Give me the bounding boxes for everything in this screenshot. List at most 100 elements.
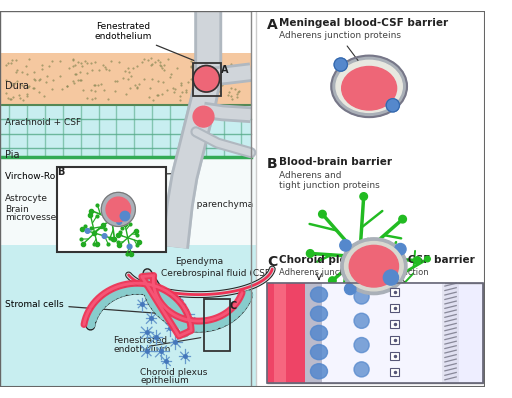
- Bar: [0, 246, 255, 387]
- Text: A: A: [221, 64, 228, 74]
- Text: Ependyma: Ependyma: [175, 257, 223, 266]
- Ellipse shape: [331, 56, 407, 117]
- Circle shape: [180, 328, 189, 337]
- Bar: [193, 63, 222, 96]
- Circle shape: [136, 286, 144, 294]
- Text: Dura: Dura: [5, 81, 29, 92]
- Circle shape: [399, 215, 407, 223]
- Circle shape: [180, 324, 188, 332]
- Bar: [390, 352, 399, 360]
- Bar: [390, 288, 399, 296]
- Text: Brain parenchyma: Brain parenchyma: [170, 200, 253, 209]
- Bar: [203, 299, 230, 351]
- Text: epithelium: epithelium: [140, 376, 189, 385]
- Bar: [0, 105, 251, 157]
- Bar: [267, 283, 483, 382]
- Ellipse shape: [347, 246, 373, 267]
- Circle shape: [377, 320, 382, 326]
- Circle shape: [354, 338, 369, 353]
- Circle shape: [127, 244, 132, 249]
- Circle shape: [96, 301, 105, 310]
- Bar: [57, 167, 166, 252]
- Circle shape: [205, 322, 214, 331]
- Text: C: C: [229, 301, 237, 311]
- Circle shape: [354, 362, 369, 377]
- Bar: [390, 369, 399, 376]
- Circle shape: [170, 301, 178, 310]
- Ellipse shape: [336, 60, 402, 112]
- Circle shape: [195, 324, 203, 332]
- Circle shape: [161, 294, 169, 302]
- Text: Fenestrated: Fenestrated: [114, 336, 168, 345]
- Bar: [390, 320, 399, 328]
- Ellipse shape: [349, 246, 398, 287]
- Circle shape: [120, 211, 130, 221]
- Circle shape: [395, 251, 401, 256]
- Circle shape: [193, 106, 214, 127]
- Circle shape: [152, 289, 160, 297]
- Circle shape: [193, 66, 220, 92]
- Circle shape: [354, 289, 369, 304]
- Circle shape: [109, 292, 117, 300]
- Circle shape: [173, 305, 181, 314]
- Circle shape: [143, 283, 152, 292]
- Circle shape: [93, 305, 102, 314]
- Circle shape: [244, 291, 252, 299]
- Ellipse shape: [310, 306, 328, 321]
- Circle shape: [306, 250, 314, 257]
- Circle shape: [160, 311, 168, 320]
- Circle shape: [91, 309, 99, 318]
- Text: A: A: [267, 18, 278, 32]
- Bar: [267, 283, 483, 382]
- Text: Choroid plexus: Choroid plexus: [140, 368, 207, 377]
- Bar: [0, 157, 255, 252]
- Circle shape: [169, 318, 178, 326]
- Bar: [274, 283, 286, 382]
- Circle shape: [334, 58, 347, 71]
- Circle shape: [89, 314, 97, 322]
- Circle shape: [176, 310, 184, 318]
- Text: Pia: Pia: [5, 150, 19, 160]
- Ellipse shape: [310, 287, 328, 302]
- Text: Astrocyte: Astrocyte: [5, 193, 48, 203]
- Text: Virchow-Robin space: Virchow-Robin space: [5, 172, 182, 181]
- Circle shape: [104, 295, 113, 303]
- Circle shape: [156, 308, 164, 316]
- Circle shape: [189, 323, 198, 332]
- Circle shape: [395, 244, 406, 255]
- Circle shape: [226, 314, 234, 322]
- Circle shape: [145, 291, 154, 300]
- Circle shape: [386, 99, 399, 112]
- Text: B: B: [57, 167, 64, 177]
- Bar: [442, 283, 459, 382]
- Text: Fenestrated
endothelium: Fenestrated endothelium: [94, 22, 204, 64]
- Text: tight junction proteins: tight junction proteins: [279, 181, 380, 190]
- Circle shape: [200, 323, 208, 332]
- Circle shape: [118, 288, 126, 296]
- Circle shape: [143, 272, 151, 281]
- Circle shape: [240, 300, 248, 308]
- Circle shape: [85, 228, 90, 233]
- Circle shape: [142, 277, 151, 285]
- Bar: [267, 283, 305, 382]
- Text: Arachnoid + CSF: Arachnoid + CSF: [5, 118, 81, 127]
- Text: Cerebrospinal fluid (CSF): Cerebrospinal fluid (CSF): [161, 269, 273, 278]
- Circle shape: [87, 320, 95, 328]
- Ellipse shape: [345, 242, 403, 291]
- Circle shape: [117, 220, 121, 224]
- Text: Stromal cells: Stromal cells: [5, 300, 158, 313]
- Circle shape: [329, 277, 336, 285]
- Text: Choroid plexus blood-CSF barrier: Choroid plexus blood-CSF barrier: [279, 255, 475, 265]
- Ellipse shape: [342, 66, 397, 110]
- Circle shape: [101, 192, 135, 226]
- Circle shape: [193, 66, 220, 92]
- Text: Tight junction: Tight junction: [371, 268, 429, 277]
- Circle shape: [360, 193, 368, 200]
- Circle shape: [150, 300, 158, 308]
- Text: Adherens and: Adherens and: [279, 171, 342, 179]
- Circle shape: [318, 211, 326, 218]
- Circle shape: [147, 296, 156, 304]
- Circle shape: [383, 270, 398, 285]
- Circle shape: [237, 304, 245, 312]
- Ellipse shape: [381, 273, 401, 288]
